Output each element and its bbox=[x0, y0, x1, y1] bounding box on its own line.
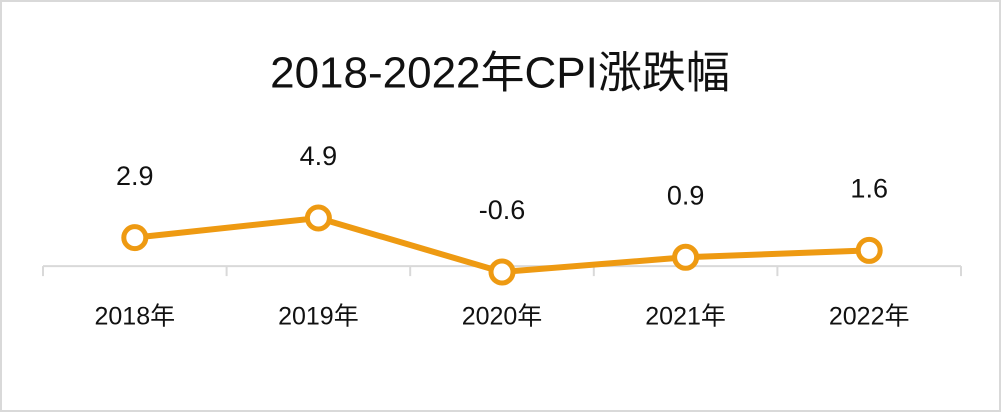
data-label: 1.6 bbox=[850, 174, 888, 204]
x-tick-label: 2019年 bbox=[278, 303, 359, 331]
point bbox=[672, 243, 700, 271]
x-tick-label: 2020年 bbox=[462, 303, 543, 331]
point bbox=[855, 236, 883, 264]
x-tick-label: 2021年 bbox=[645, 303, 726, 331]
chart-title: 2018-2022年CPI涨跌幅 bbox=[270, 49, 730, 98]
x-tick-label: 2018年 bbox=[94, 303, 175, 331]
data-label: 2.9 bbox=[116, 161, 154, 191]
data-label: 4.9 bbox=[300, 141, 338, 171]
point bbox=[304, 204, 332, 232]
x-tick-label: 2022年 bbox=[829, 303, 910, 331]
data-label: 0.9 bbox=[667, 180, 705, 210]
data-label: -0.6 bbox=[479, 195, 526, 225]
point bbox=[121, 224, 149, 252]
point bbox=[488, 258, 516, 286]
